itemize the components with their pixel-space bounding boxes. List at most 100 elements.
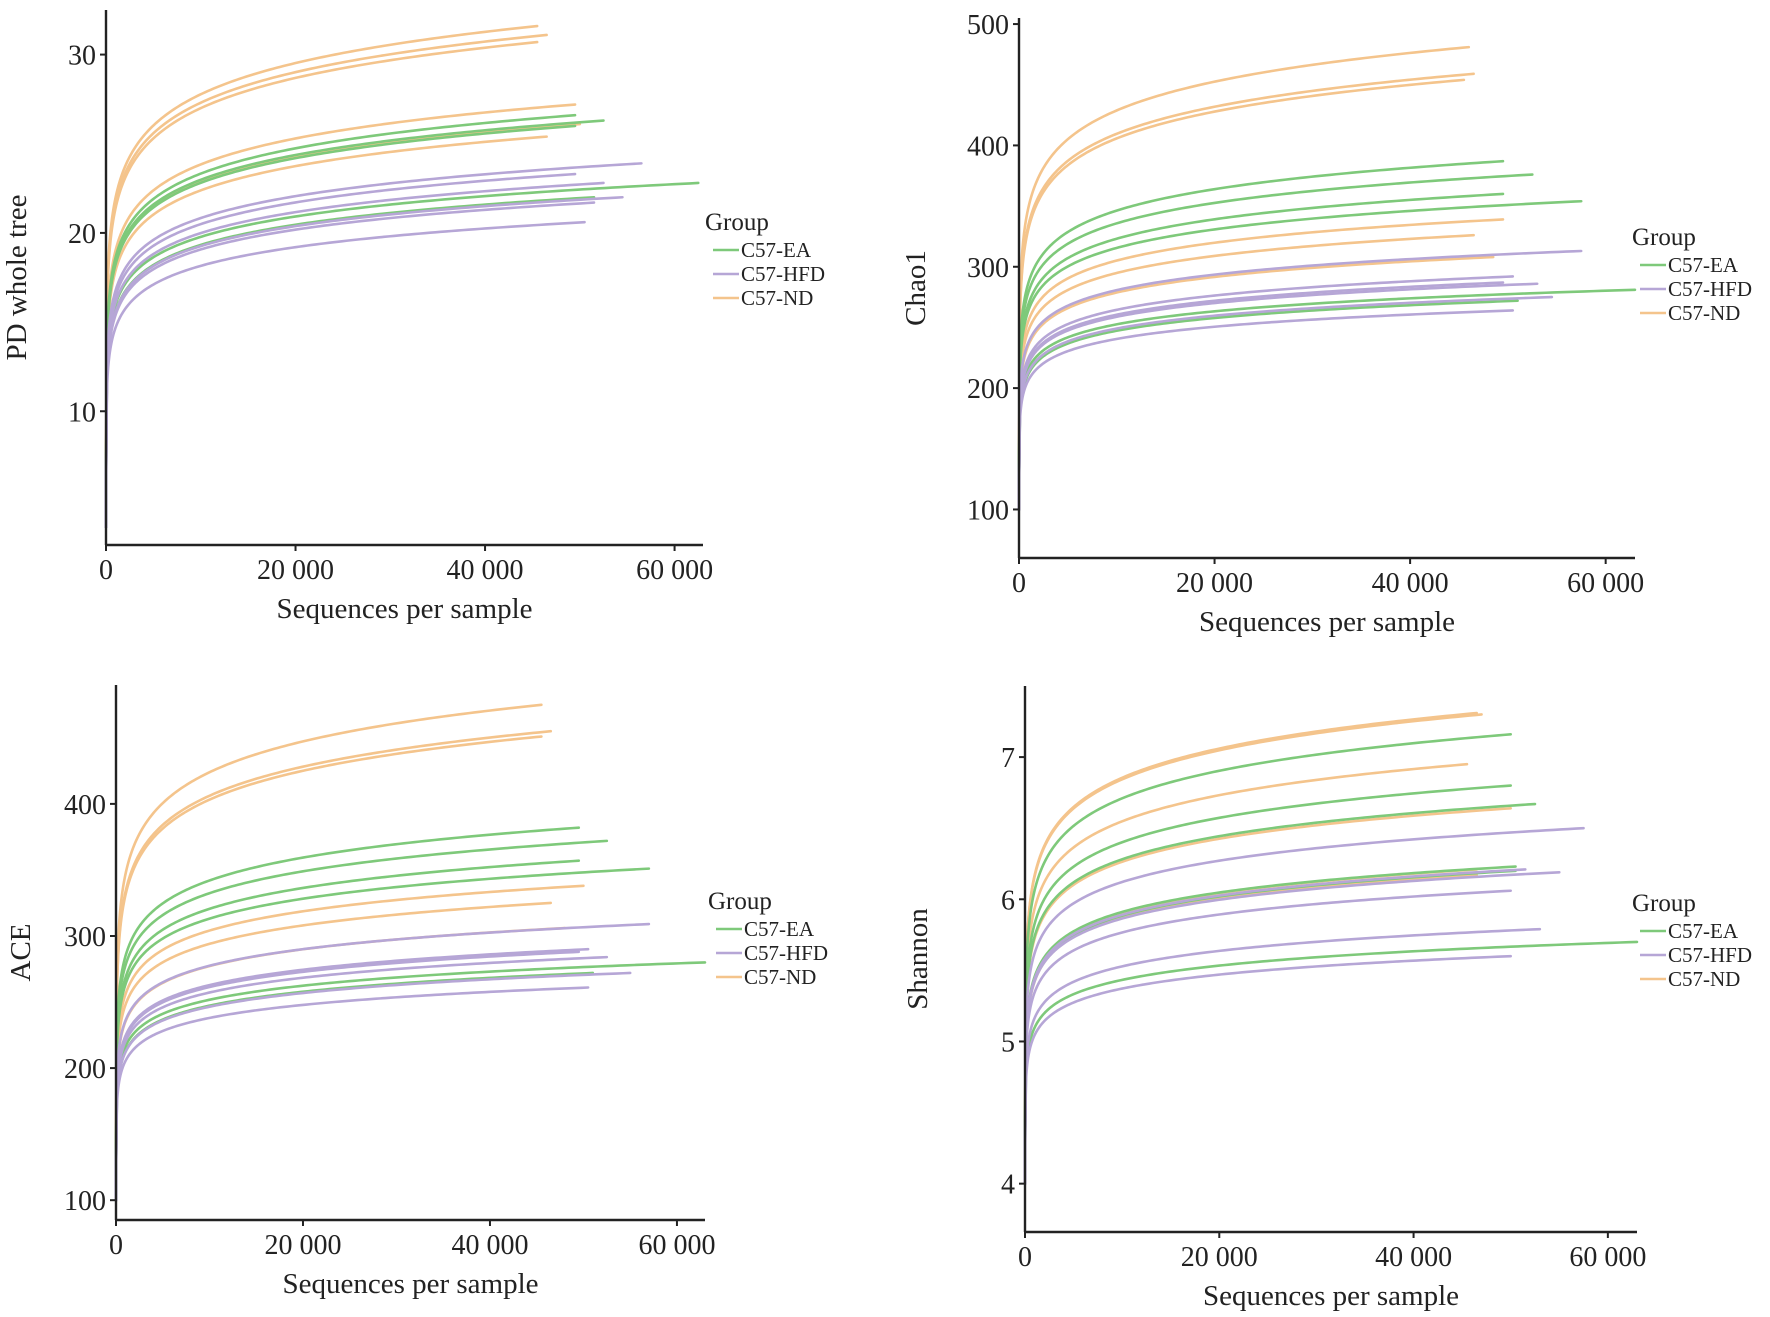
series-curve-c57-hfd-18: [1017, 309, 1515, 511]
series-curve-c57-nd-1: [1017, 45, 1471, 511]
series-curve-c57-ea-11: [114, 961, 707, 1202]
series-curve-c57-nd-3: [104, 40, 539, 529]
legend-title: Group: [1632, 890, 1696, 917]
x-tick-label: 60 000: [1567, 568, 1644, 599]
x-tick-label: 20 000: [264, 1230, 341, 1261]
series-curve-c57-nd-5: [1023, 868, 1479, 1185]
series-curve-c57-hfd-15: [1017, 282, 1539, 511]
series-curve-c57-nd-1: [114, 703, 543, 1202]
series-curve-c57-ea-8: [1017, 173, 1534, 511]
x-axis-title: Sequences per sample: [1199, 606, 1455, 638]
series-curve-c57-hfd-17: [1017, 295, 1554, 511]
series-curve-c57-ea-9: [114, 859, 581, 1202]
legend-label-c57-ea: C57-EA: [1668, 919, 1739, 943]
y-tick-label: 300: [967, 253, 1009, 284]
x-tick-label: 40 000: [451, 1230, 528, 1261]
x-tick-label: 60 000: [1569, 1242, 1646, 1273]
x-tick-label: 40 000: [1372, 568, 1449, 599]
legend-label-c57-hfd: C57-HFD: [1668, 943, 1752, 967]
legend-title: Group: [1632, 224, 1696, 251]
series-curve-c57-ea-9: [1017, 192, 1505, 511]
x-tick-label: 0: [1018, 1242, 1032, 1273]
legend-label-c57-nd: C57-ND: [1668, 967, 1740, 991]
y-tick-label: 10: [68, 397, 96, 428]
y-tick-label: 20: [68, 219, 96, 250]
y-tick-label: 300: [64, 922, 106, 953]
legend-label-c57-nd: C57-ND: [741, 286, 813, 310]
panel-ace: 0 20 000 40 000 60 000 100 200 300 400 Sequences…: [0, 650, 885, 1312]
legend-title: Group: [705, 209, 769, 236]
x-tick-label: 0: [109, 1230, 123, 1261]
series-curve-c57-hfd-13: [1017, 249, 1583, 511]
series-curve-c57-hfd-17: [1023, 927, 1542, 1185]
x-axis-title: Sequences per sample: [282, 1268, 538, 1300]
y-tick-label: 200: [967, 374, 1009, 405]
series-curve-c57-hfd-15: [114, 955, 609, 1202]
curves: [1023, 711, 1639, 1185]
series-curve-c57-nd-4: [1017, 218, 1505, 511]
series-curve-c57-nd-3: [1023, 762, 1469, 1185]
y-tick-label: 100: [64, 1186, 106, 1217]
legend-label-c57-ea: C57-EA: [741, 238, 812, 262]
y-axis-title: Shannon: [902, 908, 934, 1010]
x-tick-label: 60 000: [636, 555, 713, 586]
series-curve-c57-hfd-13: [1023, 826, 1585, 1185]
series-curve-c57-ea-12: [1023, 869, 1517, 1185]
series-curve-c57-ea-12: [1017, 299, 1519, 511]
legend-label-c57-ea: C57-EA: [1668, 253, 1739, 277]
x-tick-label: 0: [1012, 568, 1026, 599]
series-curve-c57-hfd-14: [104, 181, 605, 529]
x-tick-label: 60 000: [638, 1230, 715, 1261]
x-tick-label: 20 000: [1176, 568, 1253, 599]
series-curve-c57-hfd-12: [104, 162, 643, 529]
series-curve-c57-hfd-13: [104, 172, 577, 529]
series-curve-c57-ea-11: [1023, 940, 1639, 1185]
x-tick-label: 20 000: [257, 555, 334, 586]
chart-svg-ace: 0 20 000 40 000 60 000 100 200 300 400 Sequences…: [5, 685, 828, 1300]
series-curve-c57-hfd-16: [114, 950, 581, 1202]
series-curve-c57-nd-3: [1017, 78, 1466, 511]
series-curve-c57-ea-9: [1023, 802, 1537, 1185]
series-curve-c57-nd-4: [1023, 806, 1513, 1185]
legend-label-c57-nd: C57-ND: [1668, 301, 1740, 325]
legend-label-c57-hfd: C57-HFD: [744, 941, 828, 965]
chart-svg-pd: 0 20 000 40 000 60 000 10 20 30 Sequences per s…: [1, 10, 825, 625]
chart-svg-chao1: 0 20 000 40 000 60 000 100 200 300 400 500 Sequen…: [900, 10, 1752, 638]
y-tick-label: 6: [1001, 885, 1015, 916]
panel-pd-whole-tree: 0 20 000 40 000 60 000 10 20 30 Sequences per s…: [0, 0, 885, 650]
y-tick-label: 400: [967, 131, 1009, 162]
curves: [104, 24, 700, 529]
series-curve-c57-nd-6: [1017, 255, 1495, 511]
series-curve-c57-hfd-15: [1023, 870, 1561, 1185]
series-curve-c57-hfd-16: [1023, 889, 1513, 1185]
series-curve-c57-ea-10: [1023, 865, 1517, 1185]
series-curve-c57-hfd-16: [104, 201, 596, 529]
series-curve-c57-ea-11: [1017, 288, 1637, 511]
series-curve-c57-hfd-17: [114, 971, 632, 1202]
series-curve-c57-ea-10: [114, 867, 651, 1202]
series-curve-c57-hfd-18: [1023, 954, 1513, 1185]
y-tick-label: 200: [64, 1054, 106, 1085]
legend-label-c57-hfd: C57-HFD: [1668, 277, 1752, 301]
y-tick-label: 5: [1001, 1027, 1015, 1058]
series-curve-c57-nd-5: [114, 901, 553, 1202]
series-curve-c57-ea-10: [1017, 199, 1583, 511]
series-curve-c57-nd-5: [1017, 233, 1475, 511]
x-tick-label: 20 000: [1181, 1242, 1258, 1273]
curves: [114, 703, 707, 1202]
y-tick-label: 500: [967, 10, 1009, 41]
series-curve-c57-ea-7: [114, 826, 581, 1202]
legend-label-c57-ea: C57-EA: [744, 917, 815, 941]
series-curve-c57-hfd-15: [104, 195, 624, 529]
y-axis-title: ACE: [5, 924, 37, 982]
y-tick-label: 100: [967, 495, 1009, 526]
series-curve-c57-nd-4: [114, 884, 585, 1202]
x-tick-label: 40 000: [447, 555, 524, 586]
series-curve-c57-nd-2: [104, 33, 548, 529]
series-curve-c57-ea-7: [1017, 159, 1505, 511]
series-curve-c57-nd-3: [114, 735, 543, 1202]
